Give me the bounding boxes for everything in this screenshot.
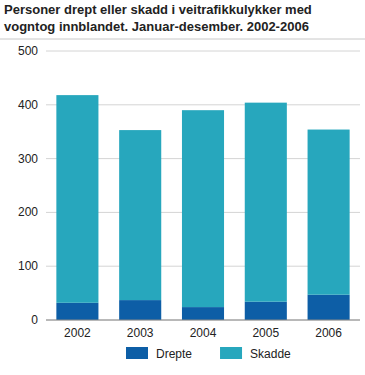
x-tick-label: 2004 bbox=[190, 326, 217, 340]
x-tick-label: 2005 bbox=[252, 326, 279, 340]
y-tick-label: 300 bbox=[18, 152, 38, 166]
chart: Personer drept eller skadd i veitrafikku… bbox=[0, 0, 365, 375]
y-tick-label: 500 bbox=[18, 44, 38, 58]
bar bbox=[119, 130, 161, 300]
legend-swatch bbox=[220, 347, 242, 359]
bars bbox=[56, 95, 349, 320]
title-rule bbox=[0, 39, 365, 40]
y-tick-label: 100 bbox=[18, 259, 38, 273]
y-tick-label: 0 bbox=[31, 313, 38, 327]
bar bbox=[308, 130, 350, 295]
legend-label: Skadde bbox=[250, 347, 291, 361]
bar bbox=[245, 302, 287, 320]
x-tick-label: 2006 bbox=[315, 326, 342, 340]
bar bbox=[182, 307, 224, 320]
x-tick-label: 2002 bbox=[64, 326, 91, 340]
y-tick-label: 200 bbox=[18, 205, 38, 219]
y-tick-label: 400 bbox=[18, 98, 38, 112]
grid-line bbox=[46, 320, 360, 321]
x-axis bbox=[46, 320, 360, 321]
bar bbox=[245, 103, 287, 302]
title-line: Personer drept eller skadd i veitrafikku… bbox=[4, 2, 312, 17]
grid-line bbox=[46, 51, 360, 52]
bar bbox=[56, 95, 98, 303]
legend-label: Drepte bbox=[156, 347, 192, 361]
x-tick-label: 2003 bbox=[127, 326, 154, 340]
bar bbox=[56, 303, 98, 320]
bar bbox=[308, 295, 350, 320]
bar bbox=[119, 300, 161, 320]
bar bbox=[182, 110, 224, 307]
title-line: vogntog innblandet. Januar-desember. 200… bbox=[4, 19, 309, 34]
title: Personer drept eller skadd i veitrafikku… bbox=[4, 2, 312, 34]
legend-swatch bbox=[126, 347, 148, 359]
